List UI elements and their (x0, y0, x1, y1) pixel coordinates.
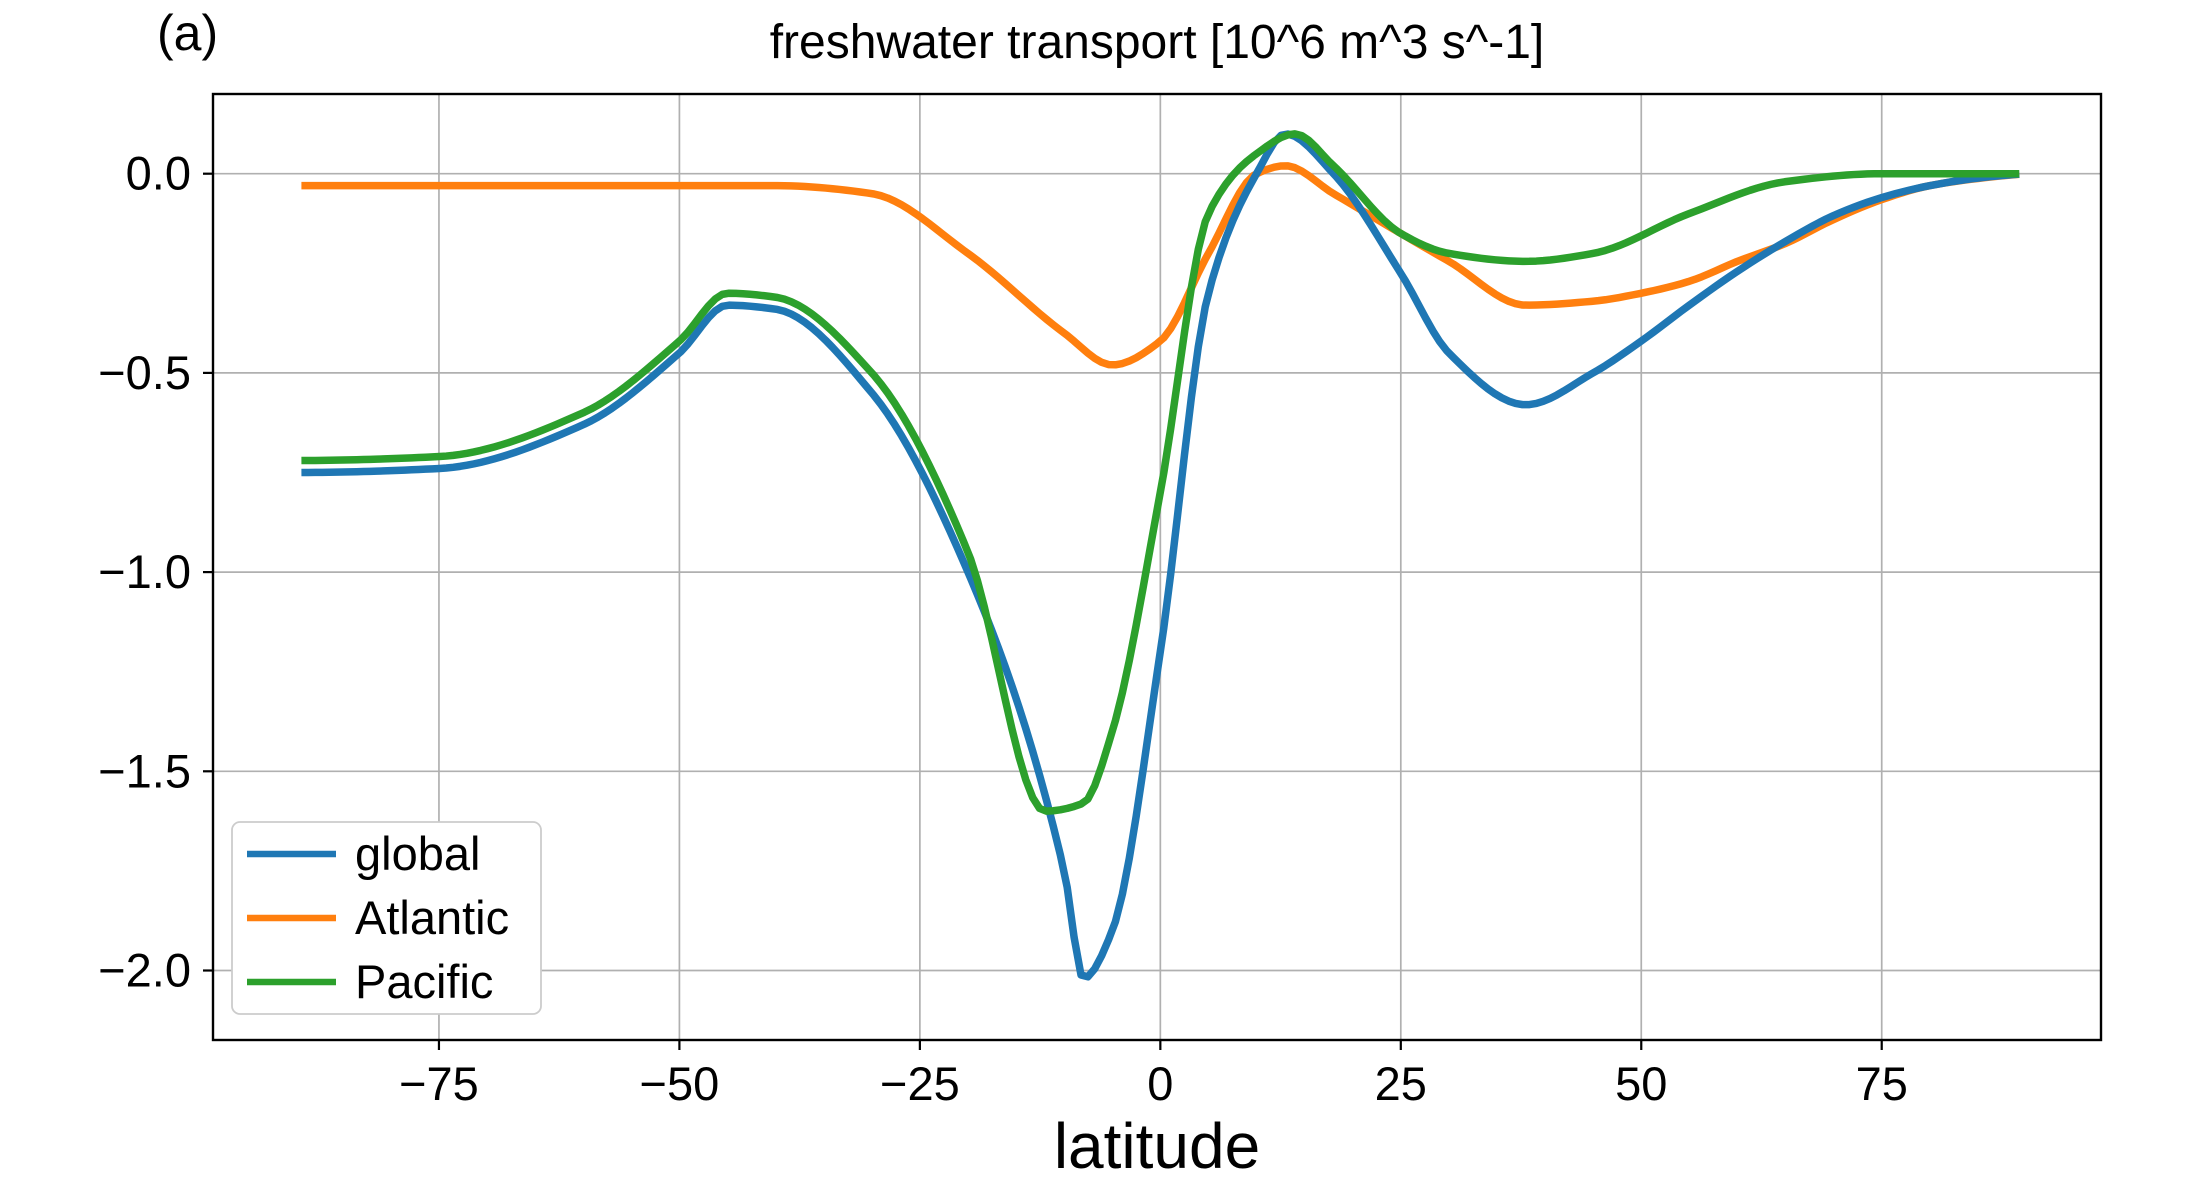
svg-text:−25: −25 (880, 1057, 960, 1110)
svg-text:50: 50 (1615, 1057, 1667, 1110)
svg-text:−75: −75 (399, 1057, 479, 1110)
svg-text:Pacific: Pacific (355, 955, 493, 1008)
svg-text:−1.0: −1.0 (98, 545, 191, 598)
svg-text:−2.0: −2.0 (98, 944, 191, 997)
svg-text:freshwater transport [10^6 m^3: freshwater transport [10^6 m^3 s^-1] (770, 16, 1545, 69)
svg-text:latitude: latitude (1054, 1110, 1260, 1181)
svg-text:global: global (355, 827, 480, 880)
svg-text:75: 75 (1856, 1057, 1908, 1110)
svg-text:Atlantic: Atlantic (355, 891, 509, 944)
svg-text:0.0: 0.0 (126, 147, 191, 200)
svg-text:0: 0 (1147, 1057, 1173, 1110)
svg-text:(a): (a) (157, 5, 218, 61)
svg-text:−0.5: −0.5 (98, 346, 191, 399)
svg-text:25: 25 (1375, 1057, 1427, 1110)
svg-text:−1.5: −1.5 (98, 744, 191, 797)
svg-text:−50: −50 (640, 1057, 720, 1110)
